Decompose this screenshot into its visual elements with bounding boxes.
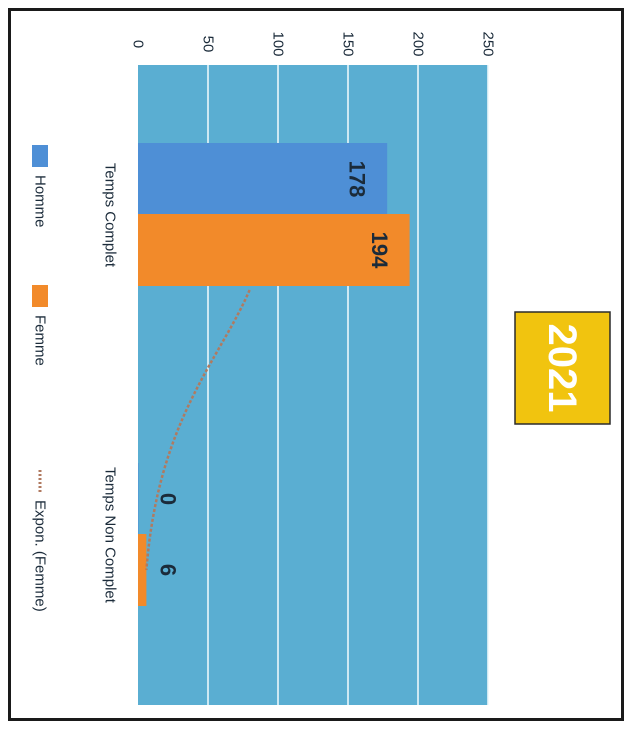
legend-label: Femme xyxy=(32,315,49,366)
bars xyxy=(138,143,410,606)
trendline-femme xyxy=(145,289,251,571)
legend: Homme Femme Expon. (Femme) xyxy=(32,145,49,612)
bar-femme xyxy=(138,214,410,286)
tick-label: 0 xyxy=(130,40,147,48)
legend-swatch xyxy=(32,145,48,167)
chart-title: 2021 xyxy=(540,324,584,413)
data-label: 0 xyxy=(156,493,181,505)
legend-label: Homme xyxy=(32,175,49,228)
bar-homme xyxy=(138,143,388,215)
tick-label: 50 xyxy=(200,36,217,53)
category-labels: Temps Complet Temps Non Complet xyxy=(102,163,119,604)
category-label: Temps Non Complet xyxy=(102,467,119,604)
bar-femme xyxy=(138,534,147,606)
tick-label: 250 xyxy=(480,31,497,56)
data-label: 194 xyxy=(367,232,392,269)
tick-label: 200 xyxy=(410,31,427,56)
tick-labels: 0 50 100 150 200 250 xyxy=(130,31,497,56)
chart-title-background xyxy=(514,311,611,425)
chart-title-box: 2021 xyxy=(514,311,611,425)
data-label: 178 xyxy=(345,161,370,198)
tick-label: 100 xyxy=(270,31,287,56)
data-labels: 178 194 0 6 xyxy=(156,161,393,576)
legend-swatch xyxy=(32,285,48,307)
data-label: 6 xyxy=(156,564,181,576)
legend-label: Expon. (Femme) xyxy=(32,500,49,612)
category-label: Temps Complet xyxy=(102,163,119,268)
bar-homme xyxy=(138,463,139,535)
tick-label: 150 xyxy=(340,31,357,56)
